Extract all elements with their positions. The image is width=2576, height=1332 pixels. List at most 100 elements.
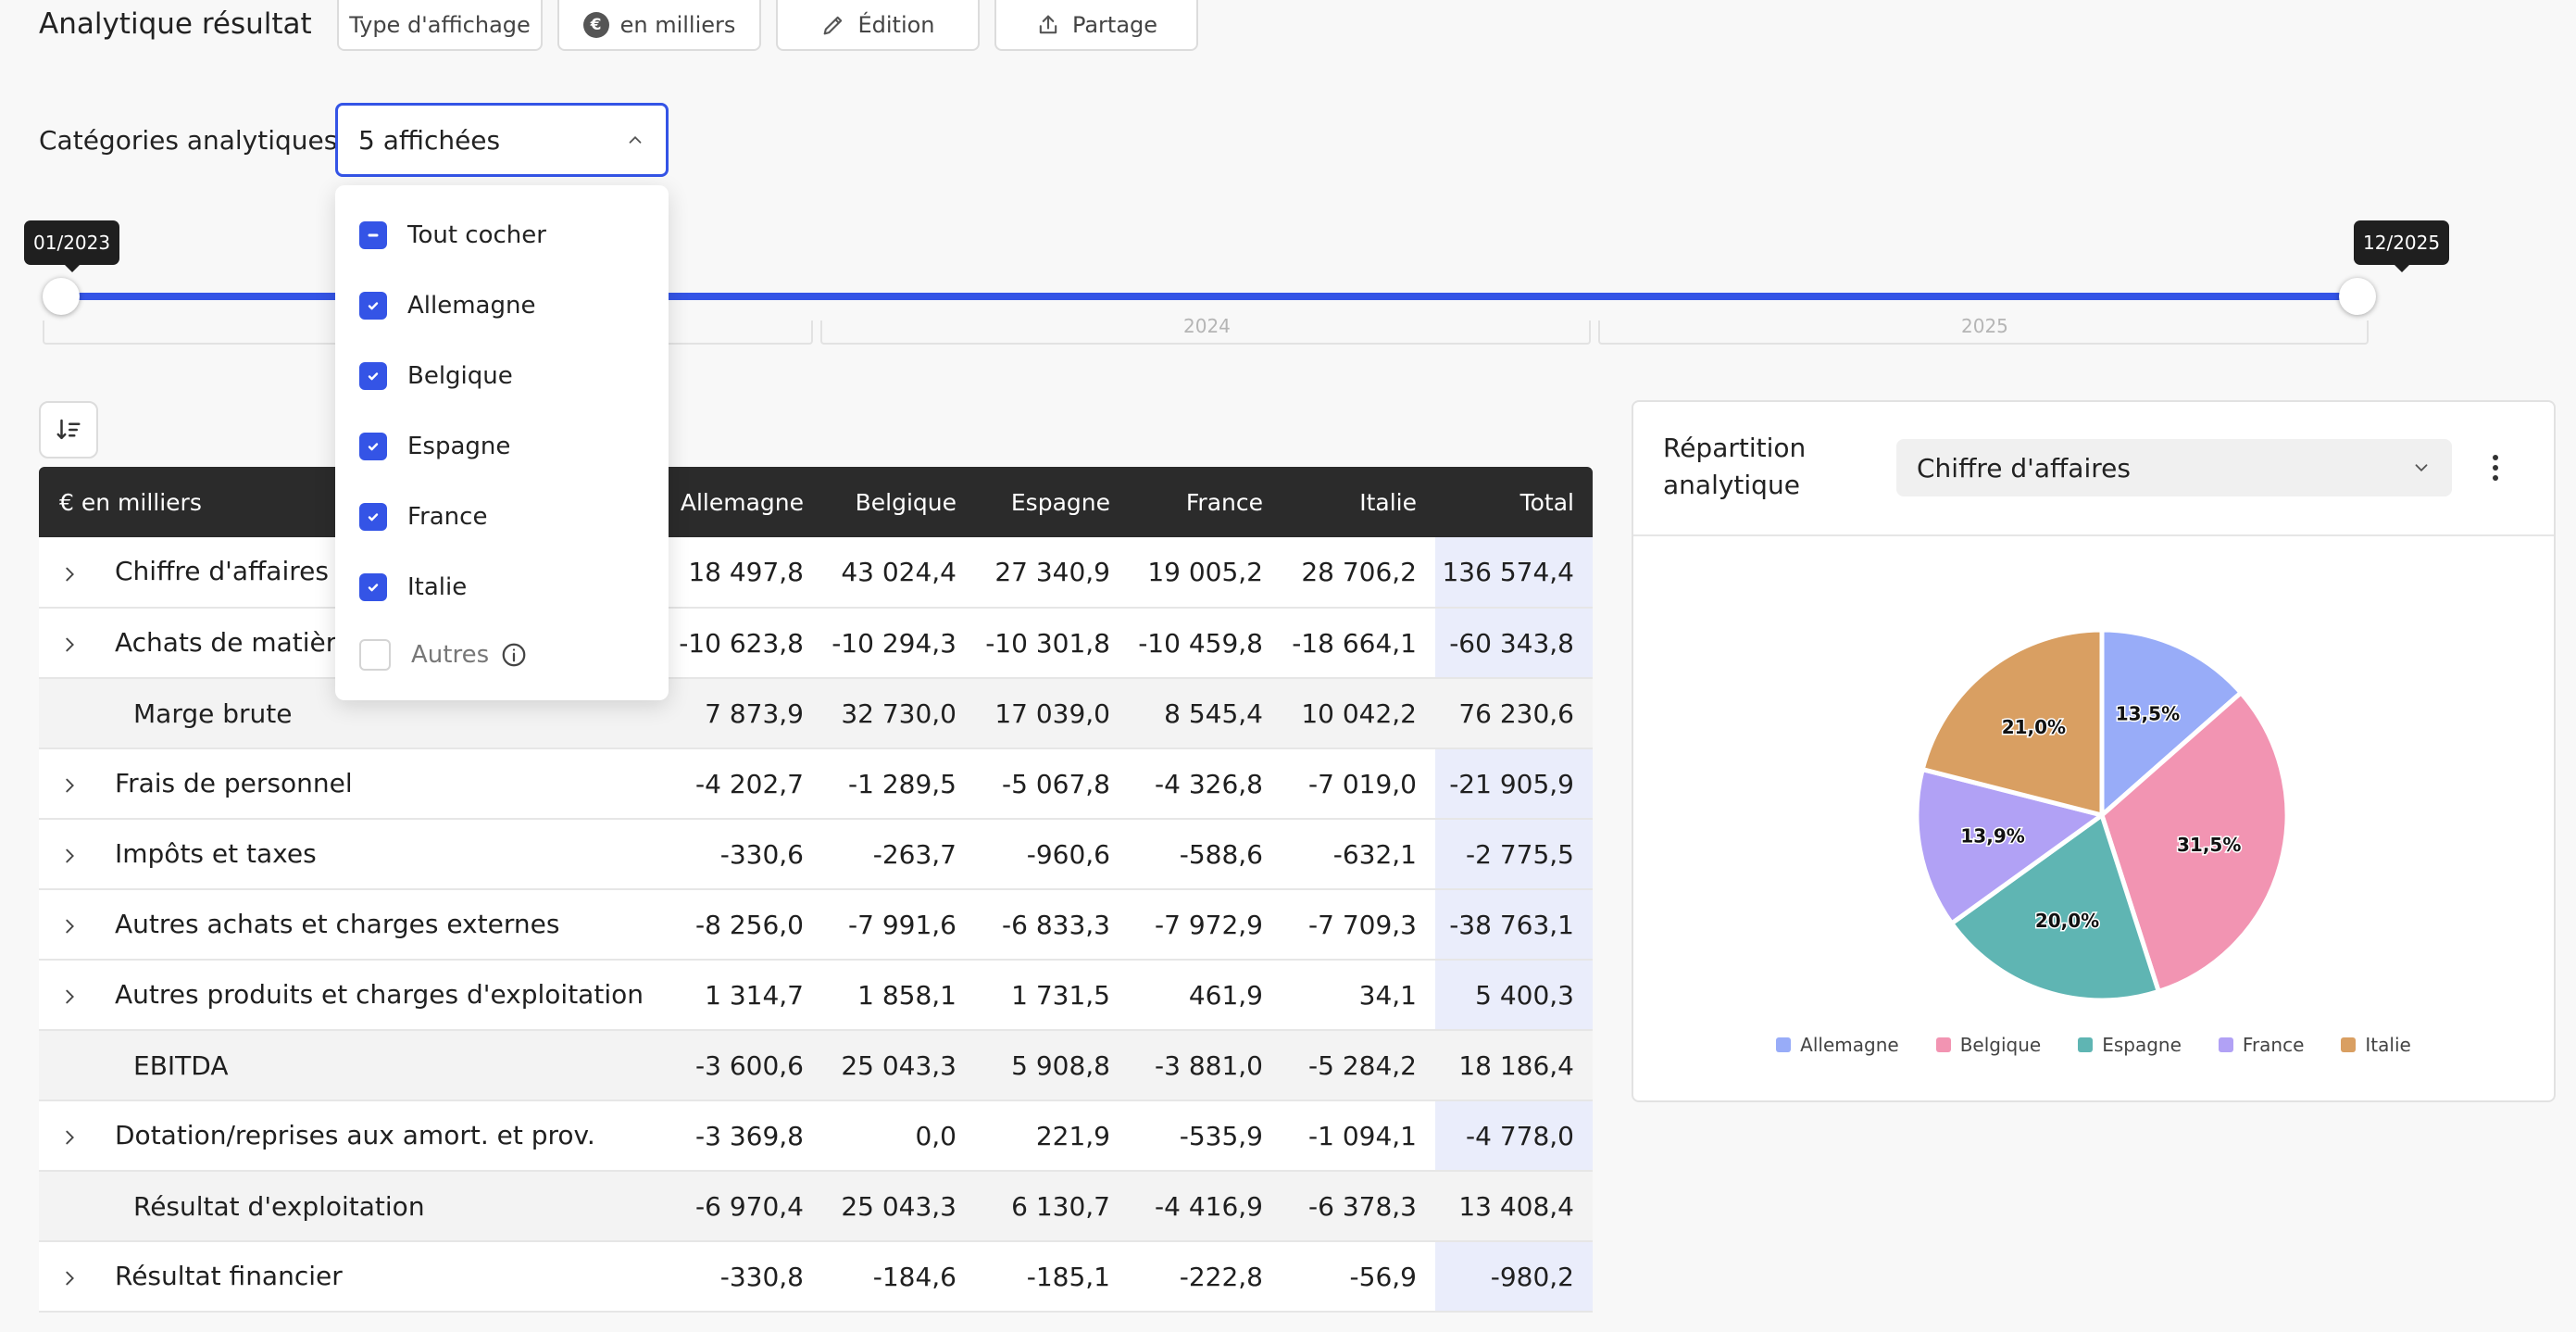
cell: -632,1 — [1282, 819, 1435, 890]
row-label: EBITDA — [133, 1049, 229, 1081]
row-label: Résultat financier — [115, 1260, 343, 1291]
chevron-right-icon[interactable] — [59, 1262, 115, 1292]
total-cell: -21 905,9 — [1435, 748, 1593, 820]
checkbox-checked[interactable] — [359, 292, 387, 320]
cell: 27 340,9 — [975, 537, 1129, 609]
option-select-all[interactable]: Tout cocher — [335, 207, 669, 263]
chevron-right-icon[interactable] — [59, 558, 115, 588]
table-row[interactable]: Frais de personnel -4 202,7 -1 289,5 -5 … — [39, 748, 1593, 820]
table-row[interactable]: Impôts et taxes -330,6 -263,7 -960,6 -58… — [39, 819, 1593, 890]
cell: -7 972,9 — [1129, 889, 1282, 961]
cell: 34,1 — [1282, 960, 1435, 1031]
categories-select-value: 5 affichées — [358, 124, 501, 156]
cell: 32 730,0 — [822, 678, 975, 749]
period-end-tooltip: 12/2025 — [2354, 220, 2450, 272]
legend-label: Allemagne — [1800, 1034, 1899, 1056]
row-label: Dotation/reprises aux amort. et prov. — [115, 1119, 595, 1150]
cell: -3 600,6 — [669, 1030, 822, 1101]
total-cell: 136 574,4 — [1435, 537, 1593, 609]
checkbox-checked[interactable] — [359, 503, 387, 531]
option-label: Italie — [407, 573, 468, 601]
cell: -535,9 — [1129, 1100, 1282, 1172]
period-slider-track[interactable] — [59, 293, 2356, 300]
option-belgique[interactable]: Belgique — [335, 348, 669, 404]
option-autres: Autres — [335, 627, 669, 683]
table-row[interactable]: Achats de matières -10 623,8 -10 294,3 -… — [39, 608, 1593, 679]
row-label: Autres produits et charges d'exploitatio… — [115, 978, 644, 1010]
legend-item-allemagne[interactable]: Allemagne — [1776, 1034, 1899, 1056]
pie-slice-italie[interactable] — [1919, 627, 2105, 818]
total-cell: 76 230,6 — [1435, 678, 1593, 749]
cell: 461,9 — [1129, 960, 1282, 1031]
checkbox-checked[interactable] — [359, 362, 387, 390]
cell: -185,1 — [975, 1241, 1129, 1313]
pie-slice-espagne[interactable] — [1949, 812, 2161, 1003]
chevron-right-icon[interactable] — [59, 839, 115, 870]
categories-label: Catégories analytiques — [39, 125, 338, 156]
table-row[interactable]: Chiffre d'affaires 18 497,8 43 024,4 27 … — [39, 537, 1593, 609]
cell: 7 873,9 — [669, 678, 822, 749]
table-row[interactable]: Résultat financier -330,8 -184,6 -185,1 … — [39, 1241, 1593, 1313]
legend-item-belgique[interactable]: Belgique — [1935, 1034, 2041, 1056]
option-allemagne[interactable]: Allemagne — [335, 278, 669, 333]
checkbox-checked[interactable] — [359, 573, 387, 601]
period-end-handle[interactable] — [2339, 278, 2376, 315]
pie-slice-france[interactable] — [1914, 767, 2105, 926]
kebab-icon[interactable] — [2482, 446, 2509, 489]
option-italie[interactable]: Italie — [335, 559, 669, 615]
units-button[interactable]: € en milliers — [557, 0, 761, 51]
option-label: France — [407, 503, 488, 531]
share-label: Partage — [1071, 11, 1158, 38]
cell: 18 497,8 — [669, 537, 822, 609]
cell: 10 042,2 — [1282, 678, 1435, 749]
year-label-2024: 2024 — [1183, 315, 1231, 337]
column-header: Espagne — [975, 467, 1129, 537]
checkbox-indeterminate[interactable] — [359, 221, 387, 249]
share-button[interactable]: Partage — [994, 0, 1198, 51]
cell: -330,6 — [669, 819, 822, 890]
option-france[interactable]: France — [335, 489, 669, 545]
pie-slice-label: 13,9% — [1960, 824, 2024, 847]
pie-slice-label: 31,5% — [2177, 834, 2241, 856]
legend-item-espagne[interactable]: Espagne — [2078, 1034, 2182, 1056]
option-espagne[interactable]: Espagne — [335, 419, 669, 474]
info-icon[interactable] — [500, 641, 528, 669]
chevron-right-icon[interactable] — [59, 769, 115, 799]
sort-button[interactable] — [39, 401, 98, 459]
cell: -960,6 — [975, 819, 1129, 890]
table-row[interactable]: Dotation/reprises aux amort. et prov. -3… — [39, 1100, 1593, 1172]
categories-select[interactable]: 5 affichées — [335, 103, 669, 177]
cell: 221,9 — [975, 1100, 1129, 1172]
legend-item-italie[interactable]: Italie — [2341, 1034, 2411, 1056]
chevron-right-icon[interactable] — [59, 910, 115, 940]
edit-button[interactable]: Édition — [776, 0, 980, 51]
chevron-right-icon[interactable] — [59, 980, 115, 1011]
cell: -4 326,8 — [1129, 748, 1282, 820]
cell: -588,6 — [1129, 819, 1282, 890]
table-row[interactable]: Autres achats et charges externes -8 256… — [39, 889, 1593, 961]
share-icon — [1039, 15, 1057, 33]
cell: 19 005,2 — [1129, 537, 1282, 609]
pie-slice-allemagne[interactable] — [2099, 627, 2244, 818]
cell: -4 202,7 — [669, 748, 822, 820]
display-type-button[interactable]: Type d'affichage — [337, 0, 543, 51]
checkbox-checked[interactable] — [359, 433, 387, 460]
metric-select[interactable]: Chiffre d'affaires — [1896, 439, 2452, 496]
period-start-handle[interactable] — [43, 278, 80, 315]
chevron-right-icon[interactable] — [59, 1121, 115, 1151]
analytics-table: € en milliers Allemagne Belgique Espagne… — [39, 467, 1593, 1313]
column-header: Allemagne — [669, 467, 822, 537]
chevron-right-icon[interactable] — [59, 628, 115, 659]
checkbox-unchecked — [359, 639, 391, 671]
cell: -3 881,0 — [1129, 1030, 1282, 1101]
legend-label: Espagne — [2102, 1034, 2182, 1056]
cell: 5 908,8 — [975, 1030, 1129, 1101]
table-row[interactable]: Autres produits et charges d'exploitatio… — [39, 960, 1593, 1031]
legend-item-france[interactable]: France — [2218, 1034, 2304, 1056]
column-header: Italie — [1282, 467, 1435, 537]
total-cell: 5 400,3 — [1435, 960, 1593, 1031]
pie-slice-belgique[interactable] — [2099, 690, 2290, 994]
row-label: Frais de personnel — [115, 767, 353, 798]
option-label: Espagne — [407, 433, 511, 460]
chevron-up-icon — [629, 135, 642, 144]
